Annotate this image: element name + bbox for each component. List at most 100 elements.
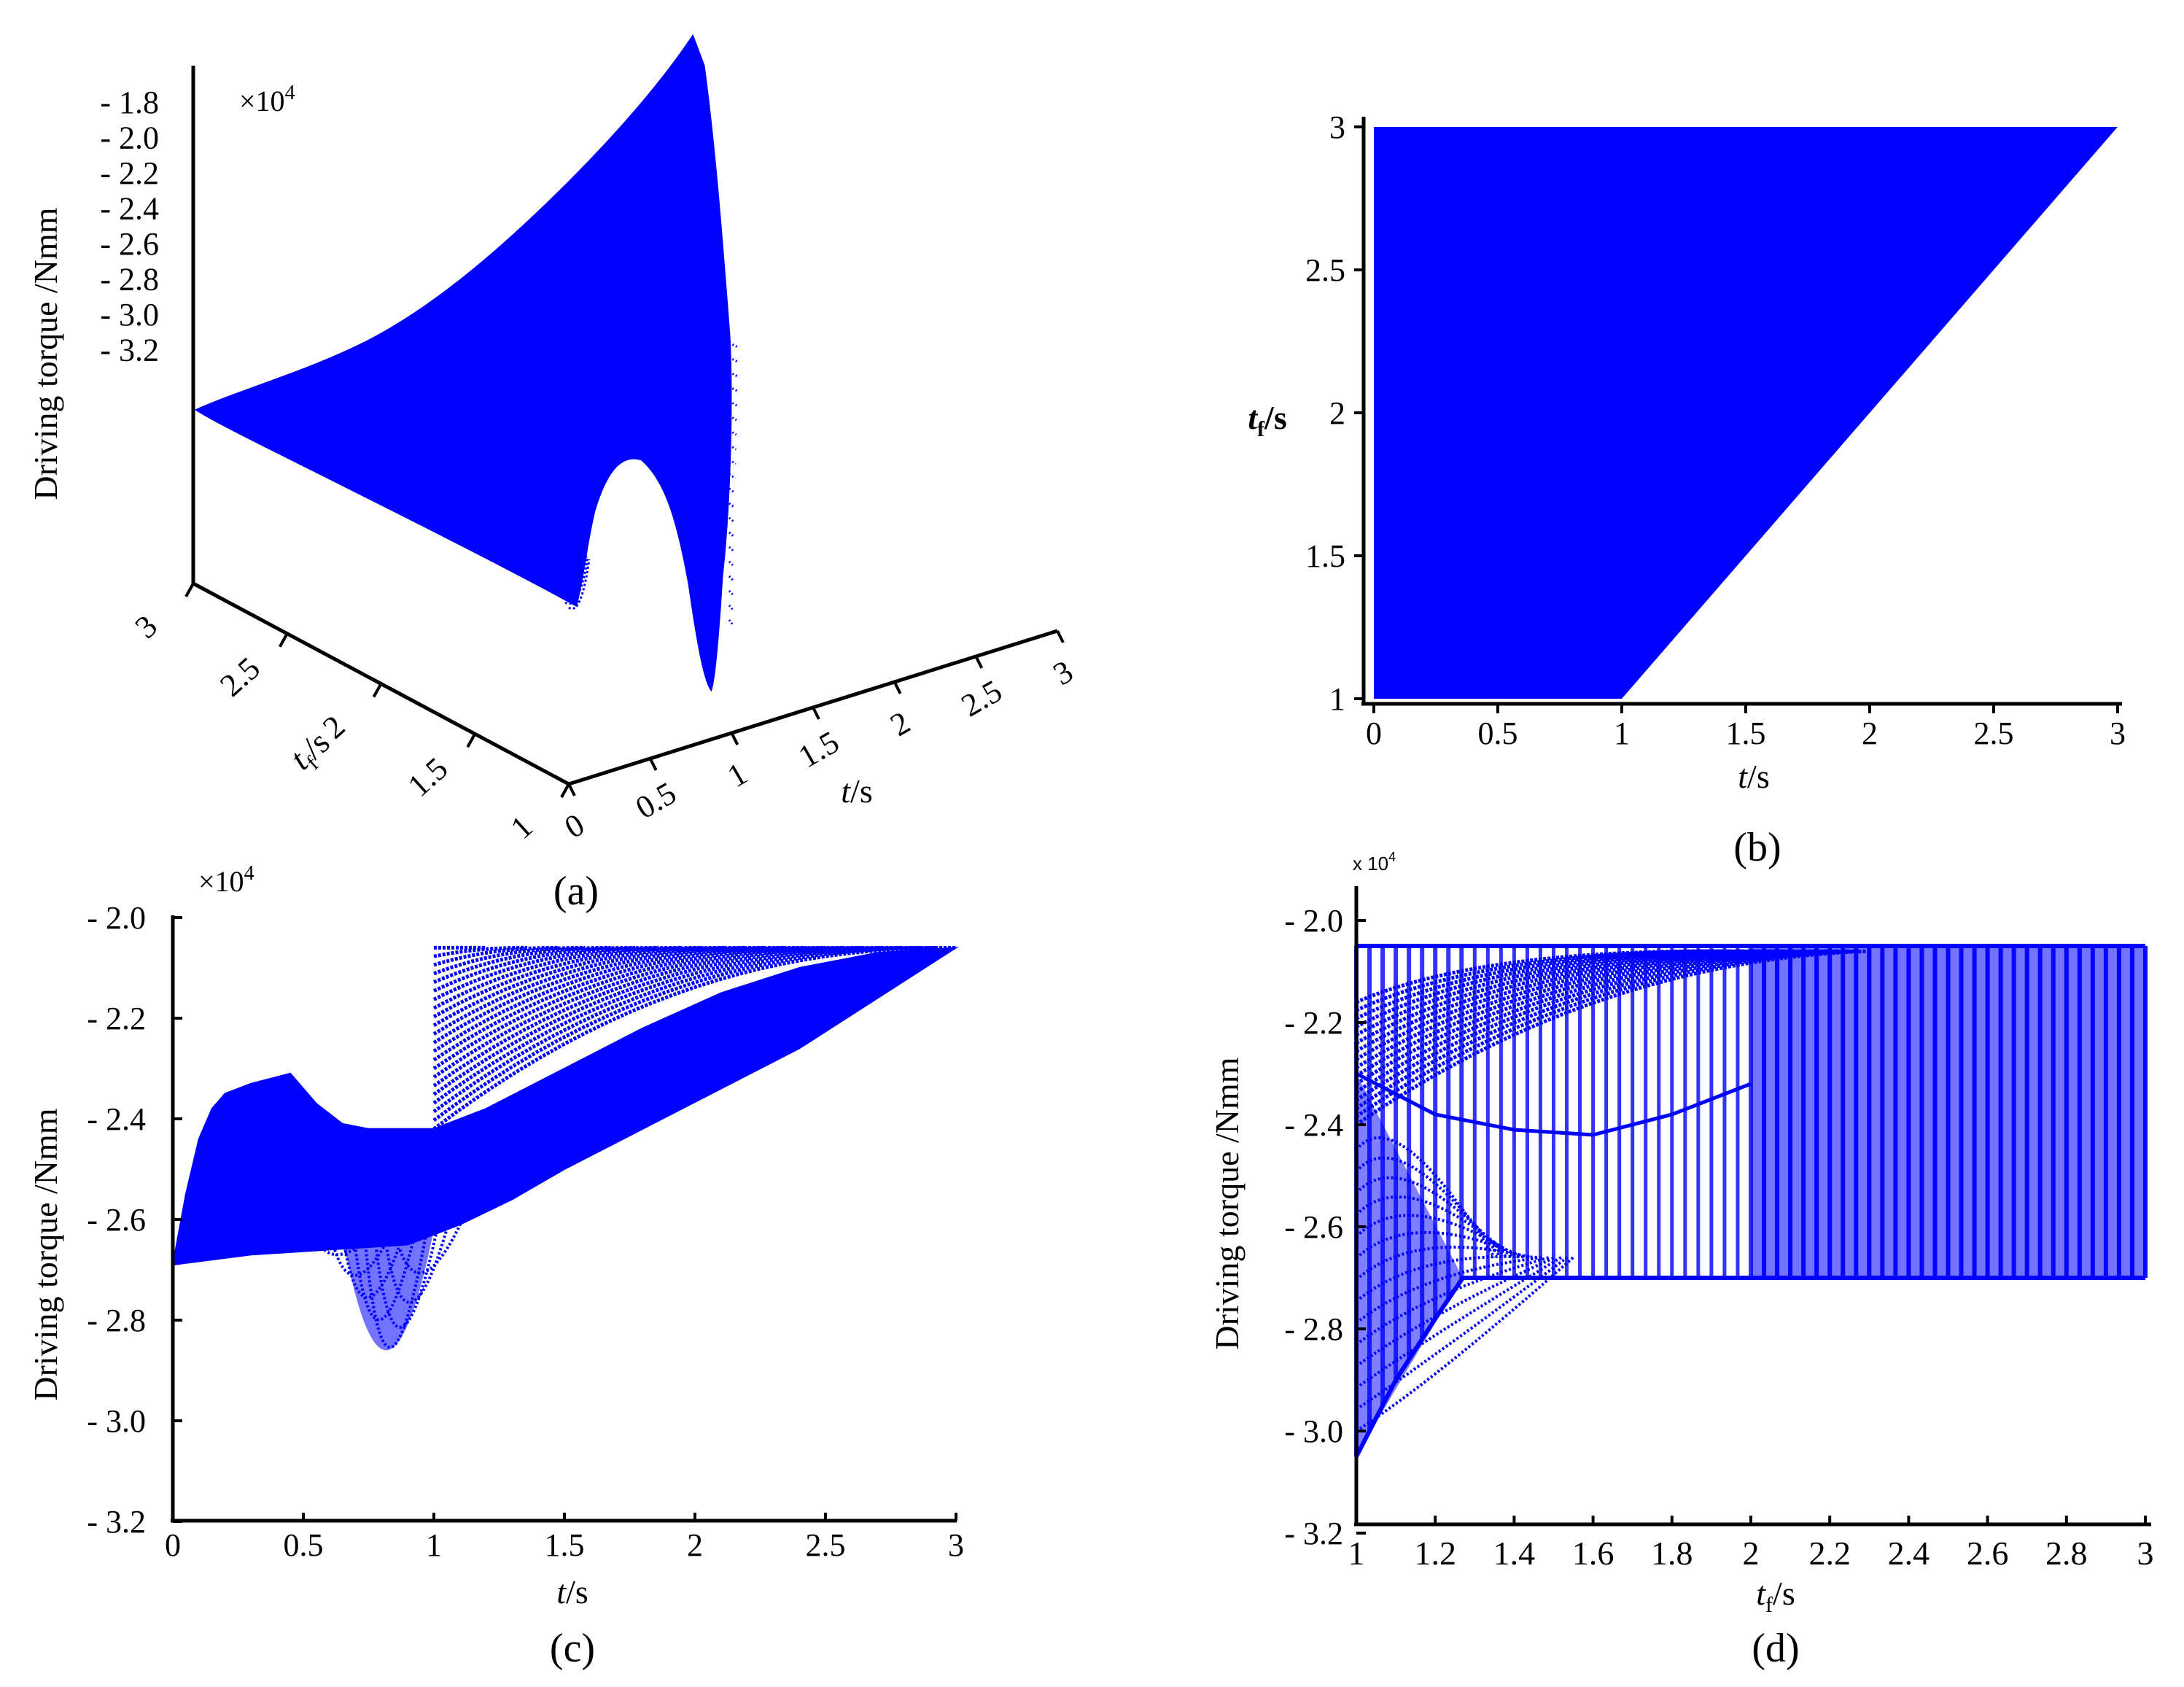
panel-a-edge-dots (728, 605, 734, 610)
panel-b-y-tick: 2 (1329, 395, 1345, 431)
panel-a-edge-dots (728, 502, 736, 509)
panel-d-x-tick: 2.2 (1808, 1535, 1851, 1572)
panel-c-multiplier: ×104 (198, 862, 254, 898)
panel-a-tf-tick: 1.5 (401, 751, 455, 804)
panel-a-t-tick: 1 (721, 756, 753, 794)
panel-a-t-tick-mark (1056, 630, 1065, 643)
panel-c-trajectory (432, 945, 920, 1114)
panel-b-x-tick: 2.5 (1974, 715, 2014, 751)
panel-a-t-tick: 0.5 (629, 775, 682, 826)
panel-d-lower-arc (1355, 1195, 1514, 1259)
panel-a-tf-ticks: 32.521.51 (128, 583, 570, 846)
panel-a-z-tick: - 3.0 (100, 297, 159, 333)
panel-d-bar (1644, 946, 1648, 1278)
panel-c-trajectory (432, 945, 787, 1053)
panel-c-ylabel: Driving torque /Nmm (27, 1108, 64, 1400)
panel-a-z-tick: - 2.0 (100, 120, 159, 156)
panel-a-t-tick-mark (648, 758, 658, 771)
panel-c-trajectory (432, 945, 939, 1122)
panel-a-t-label: t/s (841, 772, 872, 810)
panel-a-t-tick: 3 (1047, 654, 1079, 692)
panel-a-strand (561, 554, 588, 600)
panel-a-ylabel: Driving torque /Nmm (27, 207, 64, 500)
panel-b-x-tick: 3 (2110, 715, 2126, 751)
panel-a-edge-dots (728, 414, 737, 422)
panel-a-tf-tick: 2.5 (213, 650, 267, 703)
panel-d-bar (1446, 946, 1451, 1300)
panel-a-edge-dots (728, 400, 738, 407)
panel-c-x-tick: 3 (948, 1527, 964, 1563)
panel-a-edge-dots (728, 619, 734, 625)
panel-d-y-tick: - 3.0 (1284, 1413, 1343, 1449)
panel-d-bar (1512, 946, 1516, 1278)
panel-c-trajectory (432, 945, 659, 1001)
panel-d-xlabel: tf/s (1756, 1575, 1795, 1617)
panel-b-y-tick: 3 (1329, 109, 1345, 145)
panel-c-label: (c) (550, 1626, 595, 1671)
panel-d-arc (1355, 949, 1744, 1028)
panel-d-x-tick: 1.4 (1493, 1535, 1536, 1572)
panel-a-tf-tick: 1 (504, 809, 540, 846)
panel-c-trajectory (432, 945, 682, 1010)
panel-b-x-tick: 1 (1614, 715, 1630, 751)
panel-d-bar (1538, 946, 1542, 1278)
panel-c-band (171, 947, 959, 1266)
panel-d-lower-arc (1355, 1256, 1562, 1389)
panel-c-x-tick: 2 (687, 1527, 703, 1563)
panel-a-strand (553, 550, 585, 590)
panel-a-z-tick: - 2.4 (100, 191, 159, 227)
panel-b-y-tick: 1 (1329, 681, 1345, 717)
panel-b: 0 0.5 1 1.5 2 2.5 3 3 2.5 2 1.5 1 t/s tf/s (b) (1248, 109, 2126, 870)
panel-a-strand (539, 541, 579, 570)
panel-a-z-tick: - 2.2 (100, 155, 159, 191)
panel-c-trajectory (432, 945, 636, 993)
panel-d-bar (1696, 946, 1701, 1278)
panel-d-bar (1525, 946, 1529, 1278)
panel-c-x-tick: 0.5 (284, 1527, 324, 1563)
panel-b-y-ticks: 3 2.5 2 1.5 1 (1305, 109, 1364, 717)
panel-a-edge-dots (728, 458, 737, 465)
panel-d-bar (1578, 946, 1582, 1278)
panel-d-bar (1407, 946, 1412, 1360)
panel-c-x-tick: 1 (426, 1527, 442, 1563)
panel-d-bar (1604, 946, 1609, 1278)
panel-a-z-tick: - 1.8 (100, 85, 159, 120)
panel-d-bar (1617, 946, 1622, 1278)
panel-d-y-tick: - 2.0 (1284, 903, 1343, 939)
panel-c-plot (171, 945, 959, 1351)
panel-a-strand (550, 548, 583, 585)
panel-c-x-ticks: 0 0.5 1 1.5 2 2.5 3 (165, 1513, 964, 1563)
panel-c-y-tick: - 2.0 (87, 900, 146, 936)
panel-d-x-tick: 1.8 (1651, 1535, 1693, 1572)
panel-c-trajectory (432, 945, 902, 1105)
panel-c-y-ticks: - 2.0 - 2.2 - 2.4 - 2.6 - 2.8 - 3.0 - 3.2 (87, 900, 182, 1540)
panel-a-label: (a) (553, 869, 599, 914)
panel-a-t-tick: 2.5 (955, 672, 1008, 724)
panel-a-t-tick: 2 (885, 705, 917, 743)
panel-a-z-tick: - 3.2 (100, 333, 159, 368)
panel-c-trajectory (432, 945, 883, 1096)
panel-a-tf-tick-mark (184, 583, 195, 597)
panel-a-tf-tick: 3 (128, 608, 164, 645)
panel-c-trajectory (433, 945, 558, 967)
panel-d-arc (1355, 949, 1849, 1110)
panel-a-t-tick: 1.5 (793, 724, 845, 775)
panel-c-y-tick: - 3.2 (87, 1504, 146, 1540)
panel-b-ylabel: tf/s (1248, 399, 1286, 441)
panel-d-arc (1355, 949, 1722, 1012)
panel-c-y-tick: - 2.8 (87, 1303, 146, 1338)
panel-b-x-tick: 0 (1366, 715, 1382, 751)
panel-d-arc (1355, 949, 1785, 1061)
panel-a-edge-dots (728, 560, 735, 567)
panel-d-x-tick: 1 (1348, 1535, 1365, 1572)
panel-d-bar (1485, 946, 1490, 1278)
panel-d-bar (1722, 946, 1727, 1278)
panel-a-edge-dots (728, 443, 737, 451)
panel-c-trajectory (432, 945, 865, 1087)
panel-a-strand (543, 543, 580, 575)
panel-d-arc (1355, 949, 1859, 1118)
panel-a-edge-dots (728, 371, 738, 378)
panel-a-edge-dots (728, 516, 736, 524)
panel-d-bottom-envelope (1354, 1276, 2145, 1458)
panel-a-edge-dots (728, 575, 734, 582)
